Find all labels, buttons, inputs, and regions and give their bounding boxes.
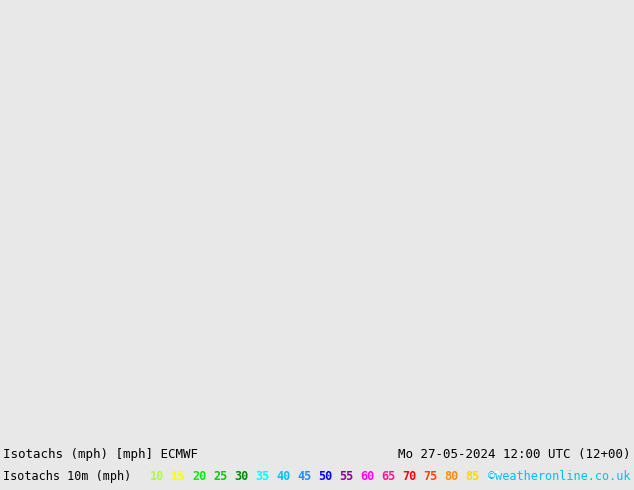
Text: 45: 45 bbox=[297, 469, 311, 483]
Text: 50: 50 bbox=[318, 469, 332, 483]
Text: 80: 80 bbox=[444, 469, 458, 483]
Text: Isotachs (mph) [mph] ECMWF: Isotachs (mph) [mph] ECMWF bbox=[3, 447, 198, 461]
Text: 75: 75 bbox=[423, 469, 437, 483]
Text: 20: 20 bbox=[192, 469, 206, 483]
Text: 10: 10 bbox=[150, 469, 164, 483]
Text: 70: 70 bbox=[402, 469, 417, 483]
Text: 15: 15 bbox=[171, 469, 185, 483]
Text: 65: 65 bbox=[381, 469, 395, 483]
Text: 25: 25 bbox=[213, 469, 227, 483]
Text: Isotachs 10m (mph): Isotachs 10m (mph) bbox=[3, 469, 131, 483]
Text: Mo 27-05-2024 12:00 UTC (12+00): Mo 27-05-2024 12:00 UTC (12+00) bbox=[399, 447, 631, 461]
Text: 60: 60 bbox=[360, 469, 374, 483]
Text: 55: 55 bbox=[339, 469, 353, 483]
Text: 30: 30 bbox=[234, 469, 249, 483]
Text: 35: 35 bbox=[255, 469, 269, 483]
Text: 90: 90 bbox=[486, 469, 500, 483]
Text: 40: 40 bbox=[276, 469, 290, 483]
Text: 85: 85 bbox=[465, 469, 479, 483]
Text: ©weatheronline.co.uk: ©weatheronline.co.uk bbox=[489, 469, 631, 483]
